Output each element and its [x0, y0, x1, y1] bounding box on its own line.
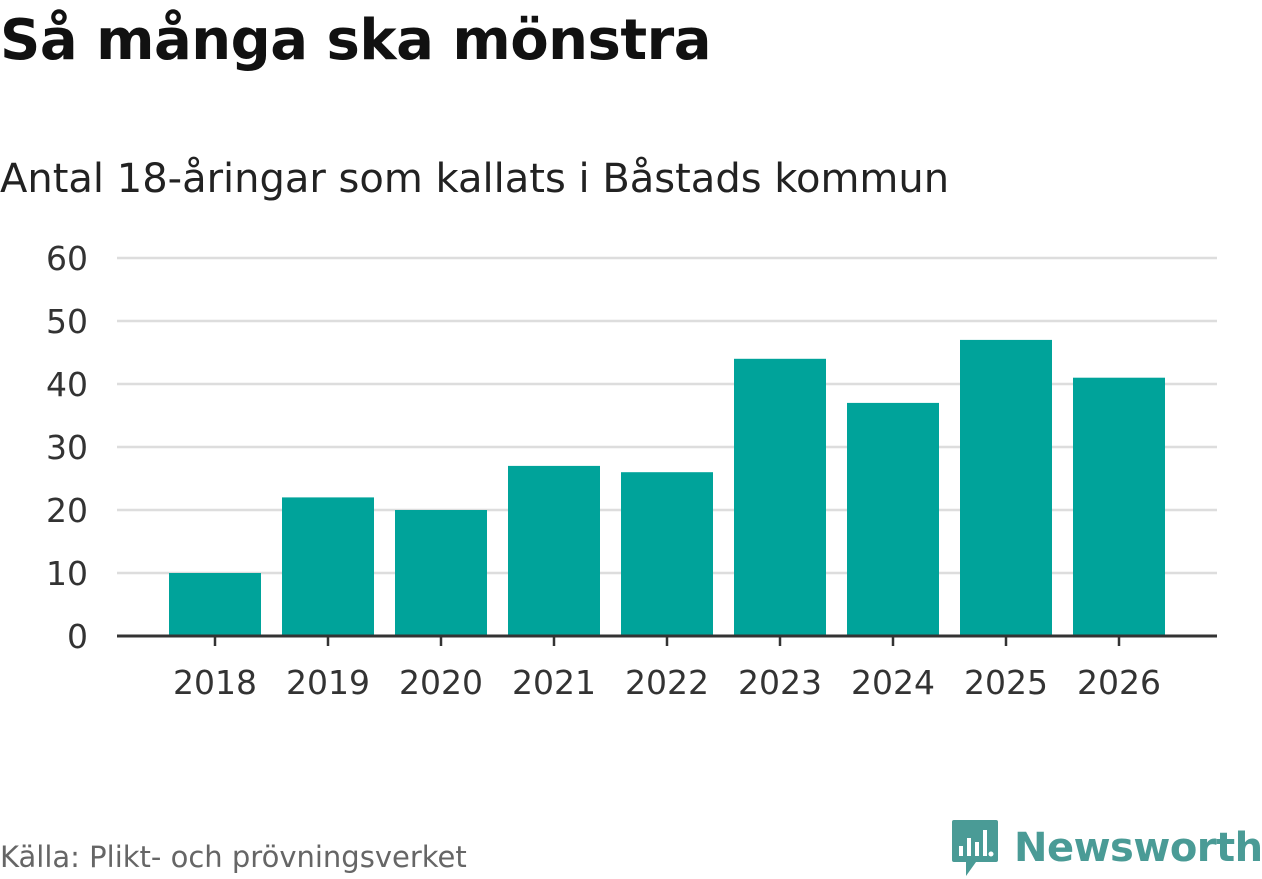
source-note: Källa: Plikt- och prövningsverket [0, 840, 467, 874]
bar-2019 [282, 497, 374, 636]
bar-2023 [734, 358, 826, 636]
y-tick-label: 0 [67, 617, 88, 656]
bars [169, 339, 1165, 636]
y-axis-labels: 0 10 20 30 40 50 60 [46, 239, 88, 656]
x-tick-label: 2020 [399, 663, 483, 702]
y-tick-label: 20 [46, 491, 88, 530]
y-tick-label: 50 [46, 302, 88, 341]
y-tick-label: 30 [46, 428, 88, 467]
brand[interactable]: Newsworthy [950, 818, 1262, 878]
x-tick-label: 2026 [1077, 663, 1161, 702]
chart-subtitle: Antal 18-åringar som kallats i Båstads k… [0, 156, 950, 202]
x-tick-label: 2019 [286, 663, 370, 702]
y-tick-label: 40 [46, 365, 88, 404]
bar-2020 [395, 510, 487, 636]
bar-2024 [847, 402, 939, 636]
chart-title: Så många ska mönstra [0, 8, 712, 73]
bar-2021 [508, 465, 600, 636]
y-tick-label: 60 [46, 239, 88, 278]
x-tick-label: 2022 [625, 663, 709, 702]
x-axis: 2018 2019 2020 2021 2022 2023 2024 2025 2026 [117, 634, 1217, 702]
bar-2022 [621, 472, 713, 636]
y-tick-label: 10 [46, 554, 88, 593]
x-tick-label: 2018 [173, 663, 257, 702]
x-tick-label: 2024 [851, 663, 935, 702]
brand-name: Newsworthy [1014, 825, 1262, 871]
x-tick-label: 2021 [512, 663, 596, 702]
x-tick-label: 2025 [964, 663, 1048, 702]
bar-2026 [1073, 377, 1165, 636]
newsworthy-logo-icon [952, 820, 998, 876]
bar-2025 [960, 339, 1052, 636]
x-tick-label: 2023 [738, 663, 822, 702]
bar-2018 [169, 573, 261, 636]
